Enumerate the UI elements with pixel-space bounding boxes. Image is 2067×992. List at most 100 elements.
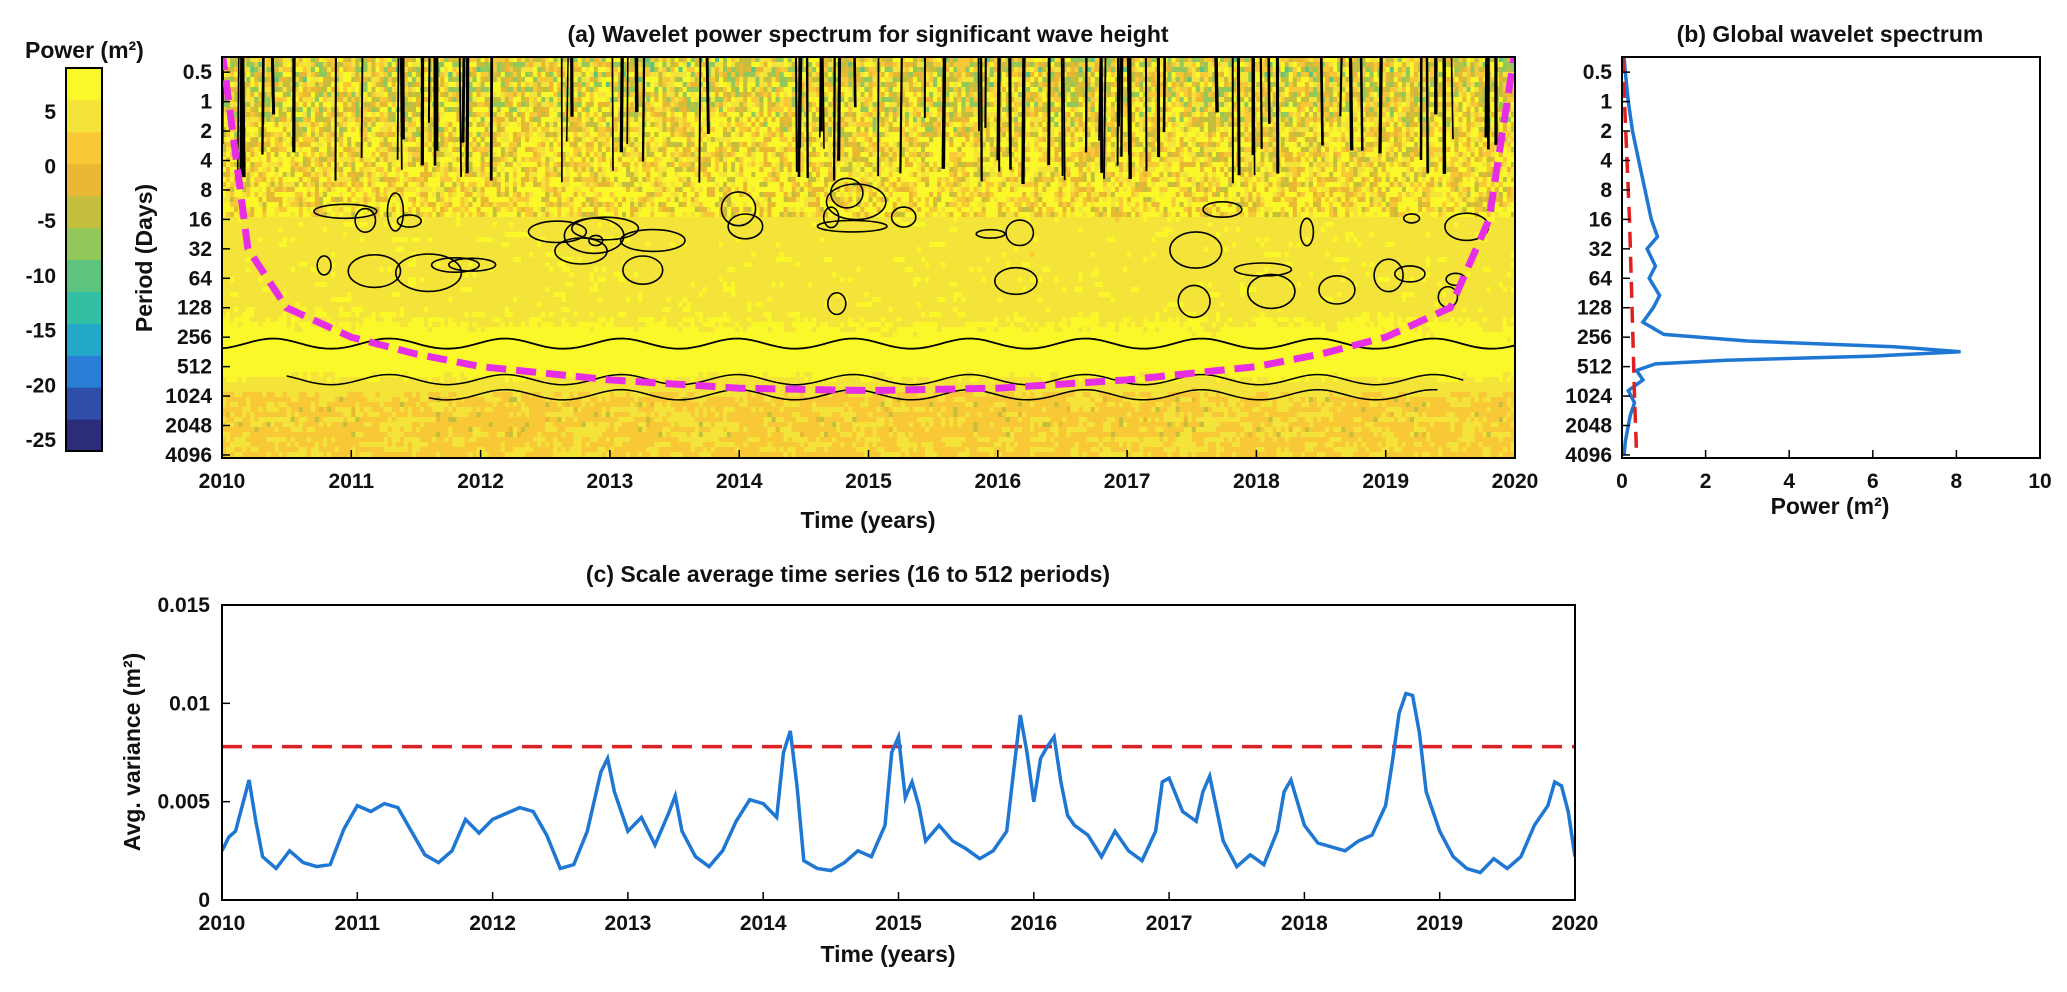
heatmap-cell (646, 112, 651, 118)
heatmap-cell (949, 67, 954, 73)
heatmap-cell (1176, 62, 1181, 68)
heatmap-cell (1079, 77, 1084, 83)
heatmap-cell (812, 107, 817, 113)
heatmap-cell (723, 77, 728, 83)
heatmap-cell (1438, 122, 1443, 128)
heatmap-cell (881, 82, 886, 88)
heatmap-cell (493, 102, 498, 108)
heatmap-cell (695, 82, 700, 88)
heatmap-cell (1131, 82, 1136, 88)
heatmap-cell (666, 122, 671, 128)
heatmap-cell (505, 122, 510, 128)
heatmap-cell (1374, 107, 1379, 113)
heatmap-cell (824, 72, 829, 78)
heatmap-cell (933, 107, 938, 113)
heatmap-cell (1422, 102, 1427, 108)
heatmap-cell (759, 87, 764, 93)
heatmap-cell (517, 132, 522, 138)
heatmap-cell (367, 62, 372, 68)
heatmap-cell (1410, 72, 1415, 78)
heatmap-cell (1196, 92, 1201, 98)
heatmap-cell (1091, 102, 1096, 108)
heatmap-cell (594, 112, 599, 118)
heatmap-cell (1301, 67, 1306, 73)
heatmap-cell (553, 102, 558, 108)
heatmap-cell (788, 132, 793, 138)
heatmap-cell (493, 112, 498, 118)
heatmap-cell (654, 92, 659, 98)
heatmap-cell (723, 102, 728, 108)
heatmap-cell (695, 127, 700, 133)
heatmap-cell (873, 122, 878, 128)
heatmap-cell (1325, 62, 1330, 68)
heatmap-cell (1370, 92, 1375, 98)
heatmap-cell (606, 117, 611, 123)
heatmap-cell (1458, 112, 1463, 118)
heatmap-cell (1414, 72, 1419, 78)
heatmap-cell (1458, 102, 1463, 108)
heatmap-cell (327, 82, 332, 88)
heatmap-cell (1398, 67, 1403, 73)
heatmap-cell (1220, 127, 1225, 133)
heatmap-cell (1414, 62, 1419, 68)
heatmap-cell (1398, 92, 1403, 98)
heatmap-cell (1462, 122, 1467, 128)
heatmap-cell (1038, 127, 1043, 133)
heatmap-cell (602, 117, 607, 123)
heatmap-cell (1200, 112, 1205, 118)
heatmap-cell (1135, 112, 1140, 118)
heatmap-cell (311, 87, 316, 93)
heatmap-cell (250, 67, 255, 73)
heatmap-cell (582, 132, 587, 138)
heatmap-cell (1220, 97, 1225, 103)
heatmap-cell (937, 132, 942, 138)
heatmap-cell (473, 87, 478, 93)
heatmap-cell (525, 72, 530, 78)
heatmap-cell (1014, 92, 1019, 98)
heatmap-cell (1050, 122, 1055, 128)
heatmap-cell (1184, 122, 1189, 128)
heatmap-cell (529, 107, 534, 113)
heatmap-cell (250, 62, 255, 68)
heatmap-cell (594, 102, 599, 108)
heatmap-cell (715, 132, 720, 138)
heatmap-cell (1390, 97, 1395, 103)
heatmap-cell (844, 112, 849, 118)
heatmap-cell (929, 117, 934, 123)
heatmap-cell (412, 112, 417, 118)
heatmap-cell (1499, 92, 1504, 98)
heatmap-cell (1131, 92, 1136, 98)
heatmap-cell (598, 72, 603, 78)
heatmap-cell (283, 82, 288, 88)
heatmap-cell (1196, 112, 1201, 118)
heatmap-cell (1107, 92, 1112, 98)
heatmap-cell (1111, 92, 1116, 98)
heatmap-cell (1398, 72, 1403, 78)
heatmap-cell (1176, 97, 1181, 103)
heatmap-cell (1054, 77, 1059, 83)
heatmap-cell (650, 117, 655, 123)
heatmap-cell (1208, 112, 1213, 118)
heatmap-cell (327, 97, 332, 103)
heatmap-cell (1313, 92, 1318, 98)
heatmap-cell (949, 62, 954, 68)
heatmap-cell (283, 72, 288, 78)
heatmap-cell (481, 87, 486, 93)
heatmap-cell (1050, 112, 1055, 118)
heatmap-cell (646, 77, 651, 83)
heatmap-cell (351, 117, 356, 123)
heatmap-cell (279, 107, 284, 113)
heatmap-cell (347, 112, 352, 118)
heatmap-cell (553, 62, 558, 68)
heatmap-cell (974, 97, 979, 103)
heatmap-cell (961, 122, 966, 128)
heatmap-cell (881, 122, 886, 128)
heatmap-cell (666, 107, 671, 113)
heatmap-cell (860, 82, 865, 88)
heatmap-cell (937, 77, 942, 83)
heatmap-cell (1172, 77, 1177, 83)
heatmap-cell (1285, 107, 1290, 113)
heatmap-cell (1297, 82, 1302, 88)
heatmap-cell (1091, 72, 1096, 78)
heatmap-cell (327, 77, 332, 83)
